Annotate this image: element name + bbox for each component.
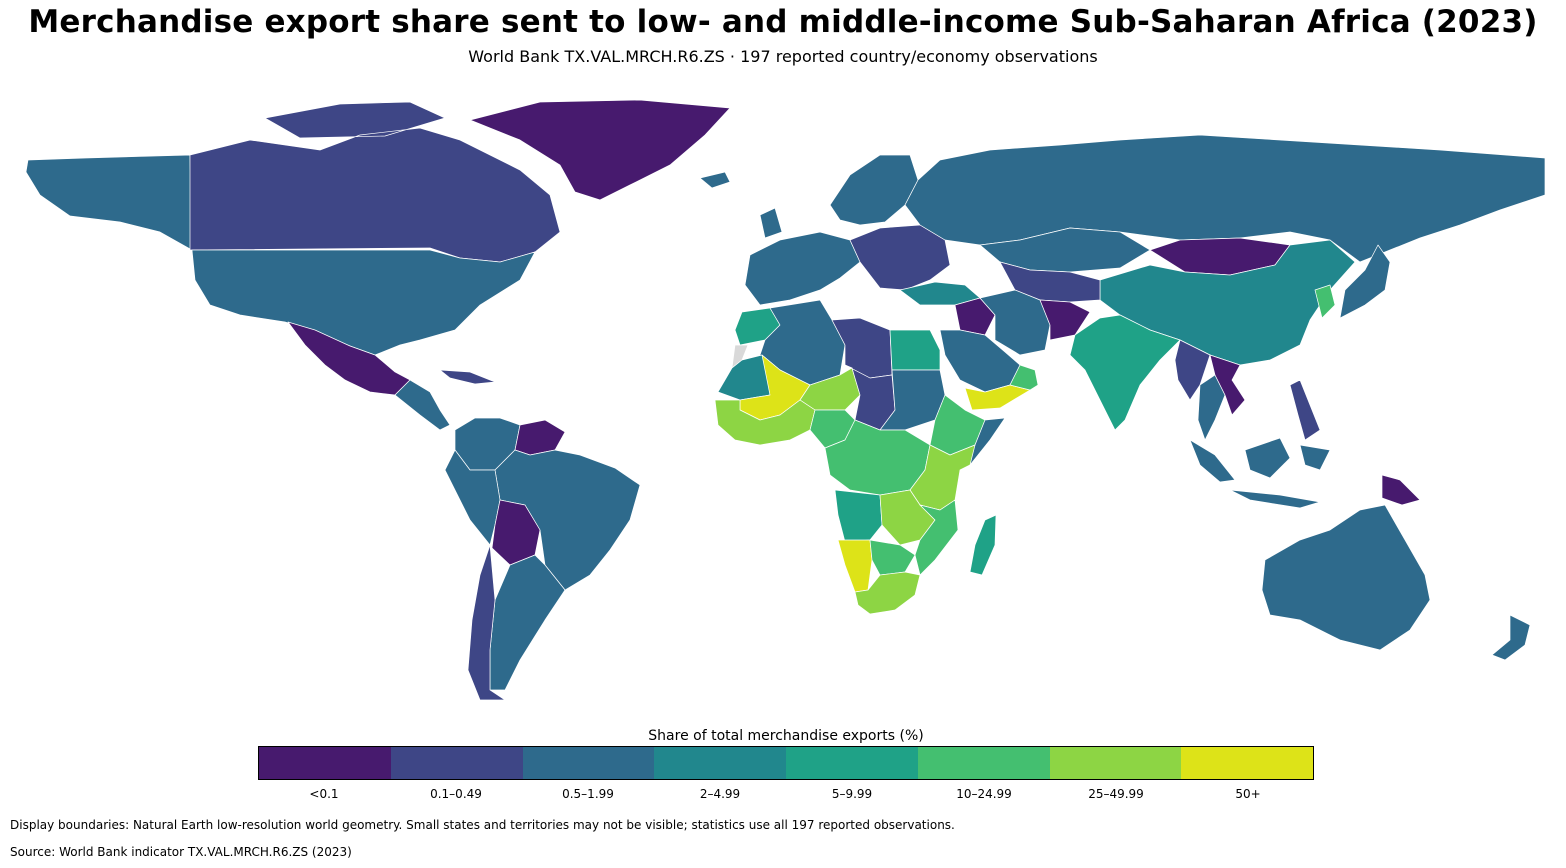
country-sudan xyxy=(879,369,946,431)
legend-label: 10–24.99 xyxy=(956,787,1012,801)
country-central-america xyxy=(394,379,451,431)
legend-swatch xyxy=(259,747,391,779)
map-subtitle: World Bank TX.VAL.MRCH.R6.ZS · 197 repor… xyxy=(468,47,1098,66)
country-peru xyxy=(444,449,501,546)
country-eastern-europe xyxy=(849,224,951,291)
legend-label: 5–9.99 xyxy=(831,787,873,801)
legend-labels: <0.1 0.1–0.49 0.5–1.99 2–4.99 5–9.99 10–24.99… xyxy=(258,787,1314,801)
country-western-europe xyxy=(744,207,861,306)
country-scandinavia xyxy=(829,154,919,226)
legend-swatch xyxy=(390,747,523,779)
country-japan xyxy=(1339,244,1391,319)
legend-swatch xyxy=(1049,747,1182,779)
country-egypt xyxy=(889,329,941,371)
world-map xyxy=(0,90,1566,720)
source-note: Source: World Bank indicator TX.VAL.MRCH… xyxy=(10,845,352,859)
country-greenland xyxy=(469,99,731,201)
legend-swatch xyxy=(917,747,1050,779)
country-oman xyxy=(1009,364,1039,391)
country-iran xyxy=(979,289,1051,356)
country-canada xyxy=(189,101,561,263)
country-australia xyxy=(1261,504,1431,651)
country-alaska xyxy=(25,154,193,251)
country-venezuela xyxy=(514,419,566,456)
country-new-zealand xyxy=(1491,614,1531,661)
legend-label: 0.1–0.49 xyxy=(430,787,482,801)
legend-label: <0.1 xyxy=(309,787,339,801)
country-south-africa xyxy=(854,571,921,615)
map-title: Merchandise export share sent to low- an… xyxy=(28,4,1538,40)
country-indonesia xyxy=(1189,437,1331,509)
legend-colorbar xyxy=(258,746,1314,780)
country-iraq xyxy=(954,297,996,336)
country-yemen xyxy=(964,384,1031,411)
country-angola xyxy=(834,489,883,543)
legend-label: 0.5–1.99 xyxy=(562,787,614,801)
country-india xyxy=(1069,314,1181,431)
legend-label: 2–4.99 xyxy=(699,787,741,801)
country-papua-new-guinea xyxy=(1381,474,1421,506)
country-korea xyxy=(1314,284,1336,319)
legend-swatch xyxy=(1181,747,1313,779)
country-vietnam xyxy=(1209,354,1246,416)
country-bolivia xyxy=(491,499,541,566)
country-iceland xyxy=(699,171,731,189)
country-chile xyxy=(467,544,506,701)
legend-title: Share of total merchandise exports (%) xyxy=(648,728,924,744)
country-namibia xyxy=(837,539,873,593)
boundaries-note: Display boundaries: Natural Earth low-re… xyxy=(10,818,955,832)
country-botswana xyxy=(869,539,916,576)
legend-swatch xyxy=(654,747,786,779)
legend-label: 50+ xyxy=(1235,787,1261,801)
legend-swatch xyxy=(522,747,655,779)
country-united-states xyxy=(191,249,536,356)
country-madagascar xyxy=(969,514,997,576)
legend-swatch xyxy=(786,747,918,779)
country-philippines xyxy=(1289,379,1321,441)
country-cuba xyxy=(439,369,496,385)
legend-label: 25–49.99 xyxy=(1088,787,1144,801)
country-mozambique xyxy=(914,499,959,576)
